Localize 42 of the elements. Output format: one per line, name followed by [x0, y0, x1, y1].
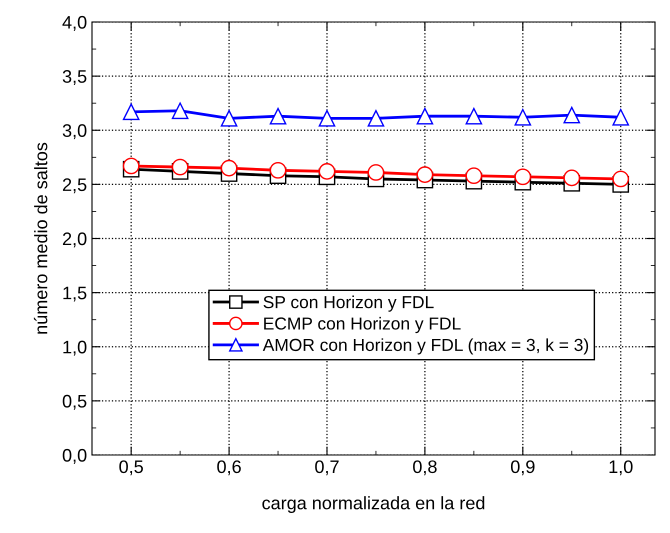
- point: [318, 163, 336, 180]
- x-tick-label: 0,9: [510, 460, 535, 476]
- point: [368, 110, 384, 127]
- legend-label: ECMP con Horizon y FDL: [264, 316, 461, 334]
- y-tick-label: 3,5: [62, 70, 86, 85]
- point: [368, 164, 384, 181]
- y-tick-label: 3,0: [62, 124, 86, 140]
- x-axis-title: carga normalizada en la red: [262, 496, 484, 513]
- y-tick-label: 1,0: [63, 340, 86, 356]
- point: [318, 110, 336, 127]
- x-tick-label: 0,6: [217, 460, 241, 476]
- y-tick-label: 2,0: [62, 232, 86, 248]
- x-tick-label: 0,5: [119, 460, 143, 476]
- point: [563, 170, 580, 186]
- point: [514, 168, 532, 186]
- point: [122, 158, 140, 174]
- x-tick-label: 0,7: [315, 460, 339, 476]
- point: [270, 162, 286, 179]
- point: [514, 108, 532, 126]
- point: [220, 110, 238, 127]
- point: [466, 167, 482, 184]
- point: [612, 170, 630, 188]
- point: [122, 104, 140, 120]
- y-tick-label: 2,5: [62, 178, 86, 194]
- point: [466, 108, 482, 125]
- point: [416, 108, 434, 125]
- y-tick-label: 1,5: [63, 286, 86, 302]
- point: [220, 160, 238, 176]
- point: [612, 108, 630, 126]
- y-tick-label: 0,5: [62, 394, 86, 410]
- point: [563, 106, 580, 124]
- x-tick-label: 0,8: [413, 460, 437, 476]
- y-tick-label: 4,0: [62, 16, 86, 31]
- legend-label: SP con Horizon y FDL: [264, 296, 434, 312]
- point: [172, 158, 188, 176]
- point: [416, 166, 434, 183]
- point: [172, 102, 188, 120]
- legend-label: AMOR con Horizon y FDL (max = 3, k = 3): [262, 338, 588, 355]
- point: [270, 108, 286, 125]
- y-axis-title: número medio de saltos: [34, 142, 48, 334]
- y-tick-label: 0,0: [62, 448, 86, 464]
- x-tick-label: 1,0: [610, 460, 633, 476]
